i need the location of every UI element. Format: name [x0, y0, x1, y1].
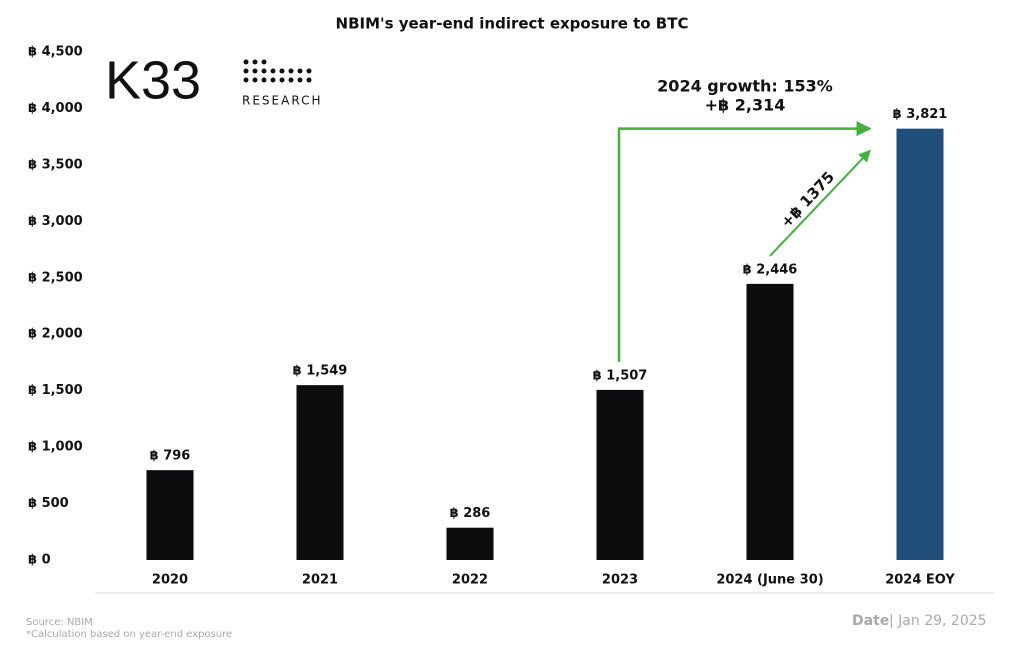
annotation: 2024 growth: 153%: [657, 77, 833, 96]
value-label: ฿ 2,446: [743, 262, 798, 277]
value-label: ฿ 796: [150, 449, 191, 464]
logo-dots: [243, 59, 312, 83]
footnote: *Calculation based on year-end exposure: [26, 629, 232, 640]
bar: [296, 385, 344, 560]
logo-sub: RESEARCH: [242, 94, 322, 108]
y-tick-label: ฿ 0: [28, 553, 51, 568]
x-tick-label: 2021: [302, 573, 338, 588]
date: | Jan 29, 2025: [889, 613, 987, 629]
arrow: [617, 121, 872, 362]
y-tick-label: ฿ 2,000: [28, 327, 83, 342]
x-tick-label: 2024 EOY: [885, 573, 955, 588]
bar: [896, 128, 944, 560]
y-tick-label: ฿ 500: [28, 496, 69, 511]
bar: [446, 527, 494, 560]
bar: [146, 470, 194, 560]
x-tick-label: 2023: [602, 573, 638, 588]
x-tick-label: 2022: [452, 573, 488, 588]
value-label: ฿ 3,821: [893, 107, 948, 122]
y-tick-label: ฿ 4,000: [28, 101, 83, 116]
value-label: ฿ 1,549: [293, 364, 348, 379]
source: Source: NBIM: [26, 617, 93, 628]
annotation: +฿ 1375: [777, 168, 838, 231]
y-tick-label: ฿ 1,500: [28, 383, 83, 398]
bar: [596, 389, 644, 560]
value-label: ฿ 1,507: [593, 368, 648, 383]
chart-title: NBIM's year-end indirect exposure to BTC: [336, 15, 689, 33]
y-tick-label: ฿ 1,000: [28, 440, 83, 455]
x-tick-label: 2024 (June 30): [716, 573, 823, 588]
y-tick-label: ฿ 2,500: [28, 270, 83, 285]
bar: [746, 283, 794, 560]
y-tick-label: ฿ 4,500: [28, 45, 83, 60]
logo: K33: [105, 50, 201, 110]
x-tick-label: 2020: [152, 573, 188, 588]
y-tick-label: ฿ 3,000: [28, 214, 83, 229]
value-label: ฿ 286: [450, 506, 491, 521]
arrow: [769, 149, 871, 257]
date-label: Date: [852, 613, 889, 629]
annotation: +฿ 2,314: [705, 96, 786, 115]
y-tick-label: ฿ 3,500: [28, 157, 83, 172]
